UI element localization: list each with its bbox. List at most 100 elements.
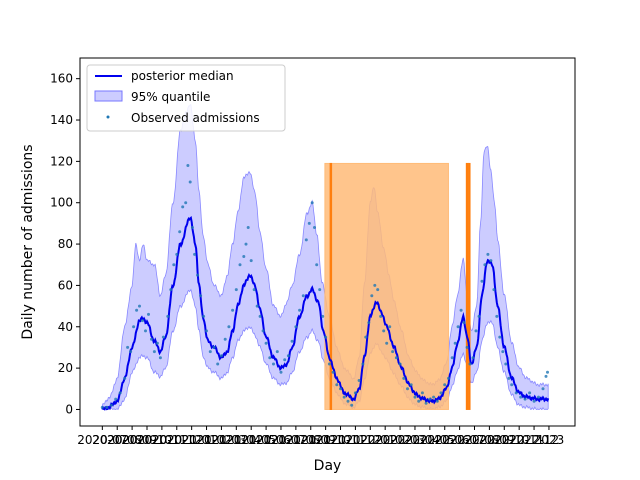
legend-observed-label: Observed admissions bbox=[131, 111, 260, 125]
observed-point bbox=[158, 356, 162, 360]
observed-point bbox=[315, 263, 319, 267]
observed-point bbox=[474, 329, 478, 333]
observed-point bbox=[439, 391, 443, 395]
observed-point bbox=[123, 376, 127, 380]
observed-point bbox=[231, 308, 235, 312]
observed-point bbox=[388, 325, 392, 329]
observed-point bbox=[100, 405, 104, 409]
observed-point bbox=[310, 201, 314, 205]
observed-point bbox=[244, 242, 248, 246]
x-tick-label: 2021-07 bbox=[256, 433, 306, 447]
observed-point bbox=[398, 362, 402, 366]
observed-point bbox=[364, 335, 368, 339]
x-tick-label: 2020-10 bbox=[122, 433, 172, 447]
x-tick-label: 2022-10 bbox=[479, 433, 529, 447]
observed-point bbox=[258, 314, 262, 318]
observed-point bbox=[261, 329, 265, 333]
observed-point bbox=[532, 399, 536, 403]
observed-point bbox=[161, 335, 165, 339]
observed-point bbox=[385, 341, 389, 345]
observed-point bbox=[544, 374, 548, 378]
y-ticks: 0 20 40 60 80 100 120 140 160 bbox=[50, 72, 80, 416]
observed-point bbox=[252, 288, 256, 292]
observed-point bbox=[264, 341, 268, 345]
x-tick-label: 2020-11 bbox=[137, 433, 187, 447]
observed-point bbox=[480, 279, 484, 283]
observed-point bbox=[272, 362, 275, 366]
observed-point bbox=[331, 370, 335, 374]
observed-point bbox=[290, 339, 294, 343]
observed-point bbox=[471, 356, 475, 360]
x-tick-label: 2022-07 bbox=[435, 433, 485, 447]
observed-point bbox=[223, 337, 227, 341]
observed-point bbox=[402, 376, 406, 380]
observed-point bbox=[465, 345, 469, 349]
observed-point bbox=[227, 325, 231, 329]
legend-quantile-swatch bbox=[94, 90, 123, 102]
quantile-band bbox=[101, 104, 549, 411]
highlight-region bbox=[465, 162, 469, 410]
observed-point bbox=[238, 263, 242, 267]
observed-point bbox=[409, 383, 413, 387]
observed-point bbox=[234, 288, 238, 292]
x-tick-label: 2021-03 bbox=[196, 433, 246, 447]
observed-point bbox=[504, 362, 508, 366]
observed-point bbox=[327, 362, 331, 366]
x-tick-label: 2023 bbox=[534, 433, 565, 447]
legend-median-label: posterior median bbox=[131, 69, 234, 83]
observed-point bbox=[492, 288, 496, 292]
observed-point bbox=[495, 314, 499, 318]
observed-point bbox=[175, 252, 179, 256]
observed-point bbox=[199, 294, 203, 298]
axes-frame bbox=[79, 57, 576, 427]
observed-point bbox=[435, 399, 439, 403]
highlight-region bbox=[324, 162, 449, 410]
observed-point bbox=[417, 399, 421, 403]
observed-point bbox=[144, 329, 147, 333]
observed-point bbox=[394, 356, 398, 360]
x-tick-label: 2022-04 bbox=[390, 433, 440, 447]
legend-observed-swatch bbox=[106, 115, 110, 119]
observed-point bbox=[424, 401, 428, 405]
legend-quantile-label: 95% quantile bbox=[131, 90, 210, 104]
observed-point bbox=[514, 391, 518, 395]
observed-point bbox=[249, 259, 253, 263]
observed-point bbox=[219, 354, 223, 358]
observed-point bbox=[216, 362, 220, 366]
observed-point bbox=[135, 308, 139, 312]
observed-point bbox=[212, 345, 216, 349]
observed-point bbox=[178, 230, 182, 234]
x-tick-label: 2020-07 bbox=[77, 433, 127, 447]
observed-point bbox=[268, 356, 272, 360]
x-tick-label: 2021-04 bbox=[211, 433, 261, 447]
observed-point bbox=[413, 395, 417, 399]
observed-point bbox=[184, 201, 188, 205]
observed-point bbox=[335, 383, 339, 387]
observed-point bbox=[132, 325, 136, 329]
observed-point bbox=[507, 376, 511, 380]
observed-point bbox=[141, 319, 144, 323]
observed-point bbox=[242, 255, 246, 258]
observed-point bbox=[138, 304, 141, 308]
observed-point bbox=[313, 226, 316, 229]
observed-point bbox=[428, 397, 432, 401]
x-tick-label: 2022-01 bbox=[345, 433, 395, 447]
observed-point bbox=[376, 288, 380, 292]
observed-point bbox=[147, 312, 150, 316]
observed-point bbox=[339, 387, 342, 391]
observed-point bbox=[370, 294, 374, 298]
observed-point bbox=[501, 350, 505, 354]
observed-point bbox=[373, 283, 377, 287]
observed-point bbox=[255, 304, 259, 308]
observed-point bbox=[172, 263, 176, 267]
observed-point bbox=[546, 370, 549, 374]
observed-point bbox=[321, 314, 325, 318]
observed-point bbox=[188, 180, 192, 184]
observed-point bbox=[152, 350, 156, 354]
plot-area bbox=[100, 104, 550, 411]
observed-point bbox=[477, 314, 481, 318]
observed-point bbox=[286, 354, 290, 358]
observed-point bbox=[301, 294, 305, 298]
observed-point bbox=[353, 391, 357, 395]
observed-point bbox=[304, 238, 308, 242]
